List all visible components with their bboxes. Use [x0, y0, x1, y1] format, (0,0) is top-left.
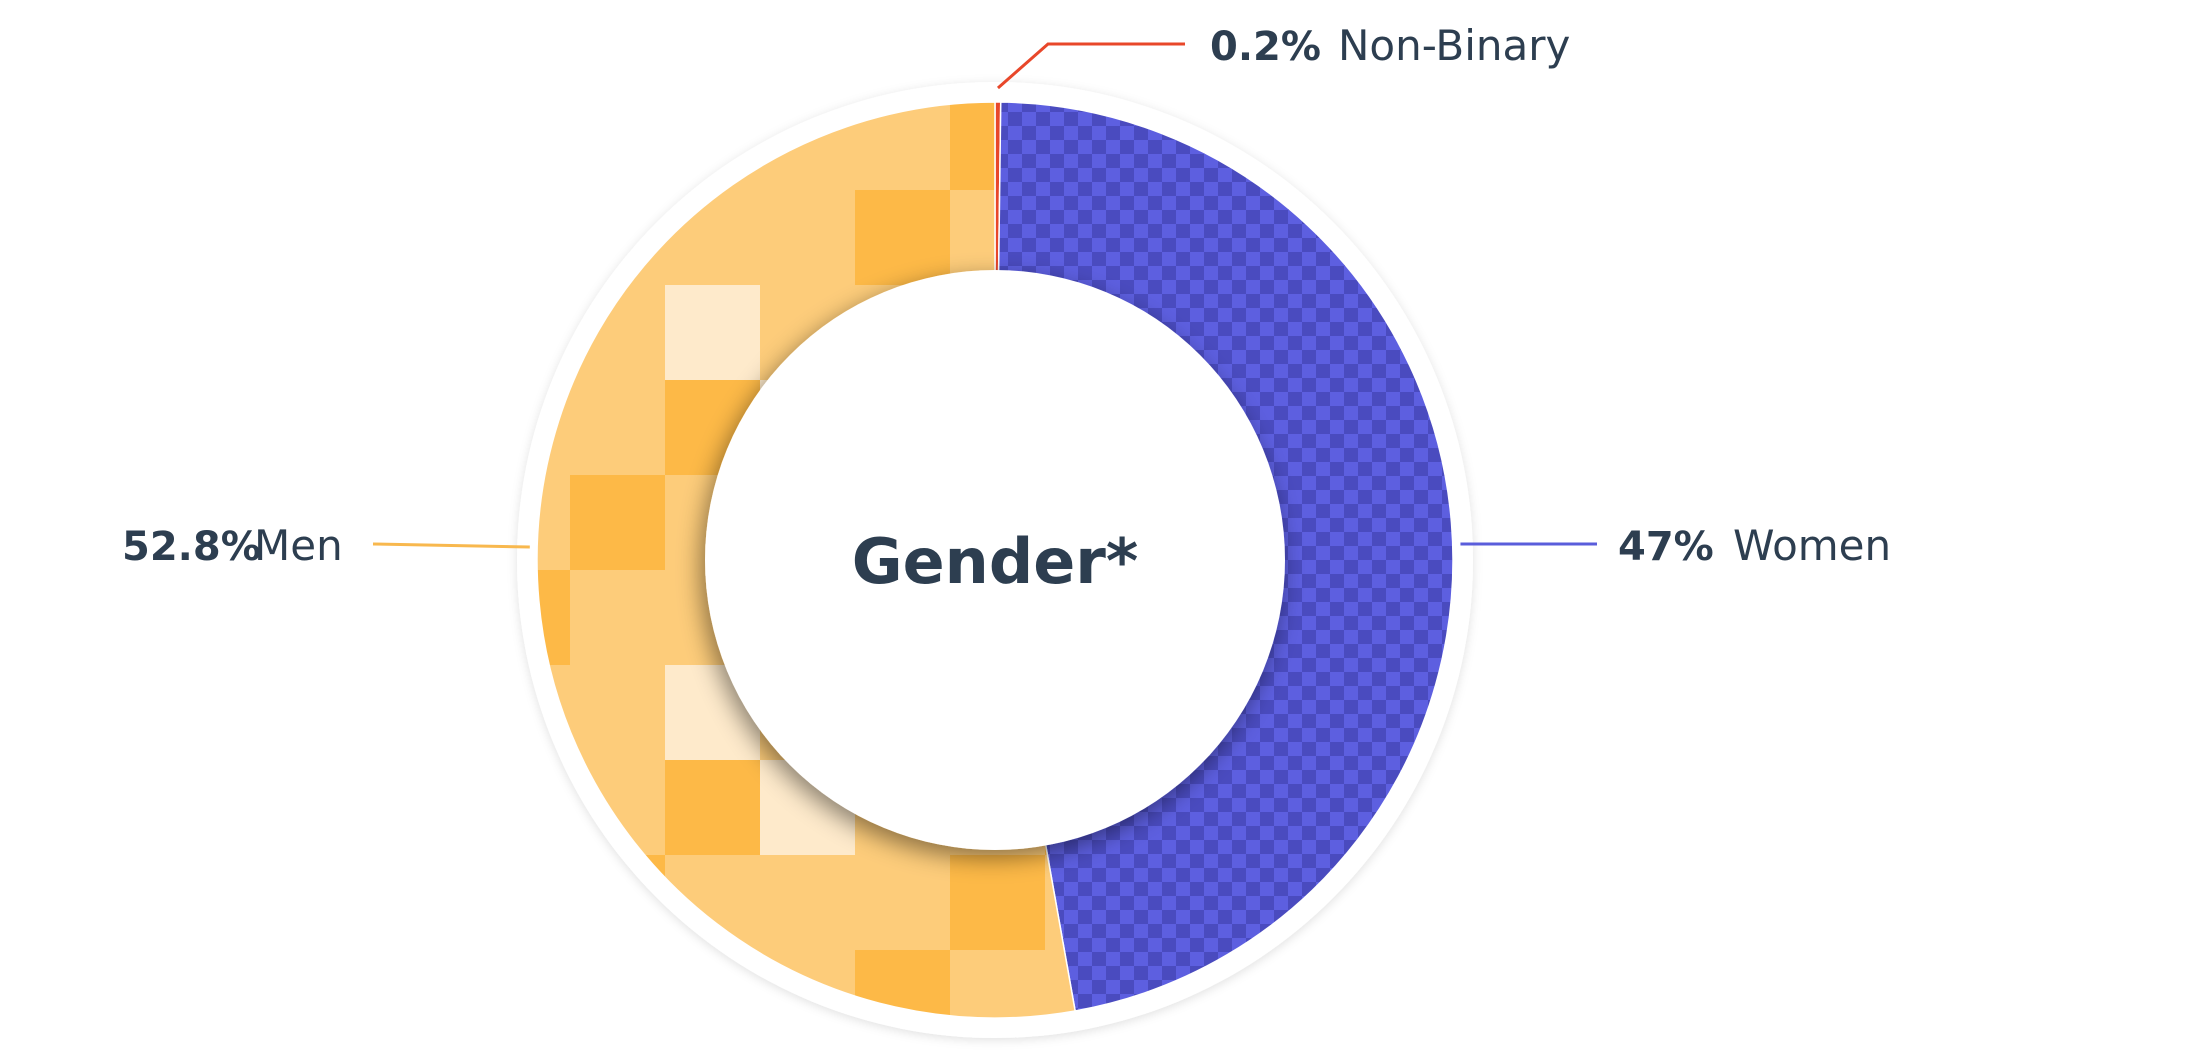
data-label-non-binary-value: 0.2%: [1210, 24, 1321, 70]
data-label-women-name: Women: [1733, 521, 1891, 570]
leader-line-men: [372, 542, 530, 549]
data-label-women-value: 47%: [1618, 524, 1714, 570]
chart-center-hole: [705, 270, 1285, 850]
data-label-men-value: 52.8%: [122, 524, 261, 570]
chart-title: Gender*: [852, 525, 1139, 598]
data-label-men-name: Men: [254, 521, 343, 570]
leader-line-non-binary: [996, 42, 1185, 90]
data-label-non-binary-name: Non-Binary: [1338, 21, 1570, 70]
